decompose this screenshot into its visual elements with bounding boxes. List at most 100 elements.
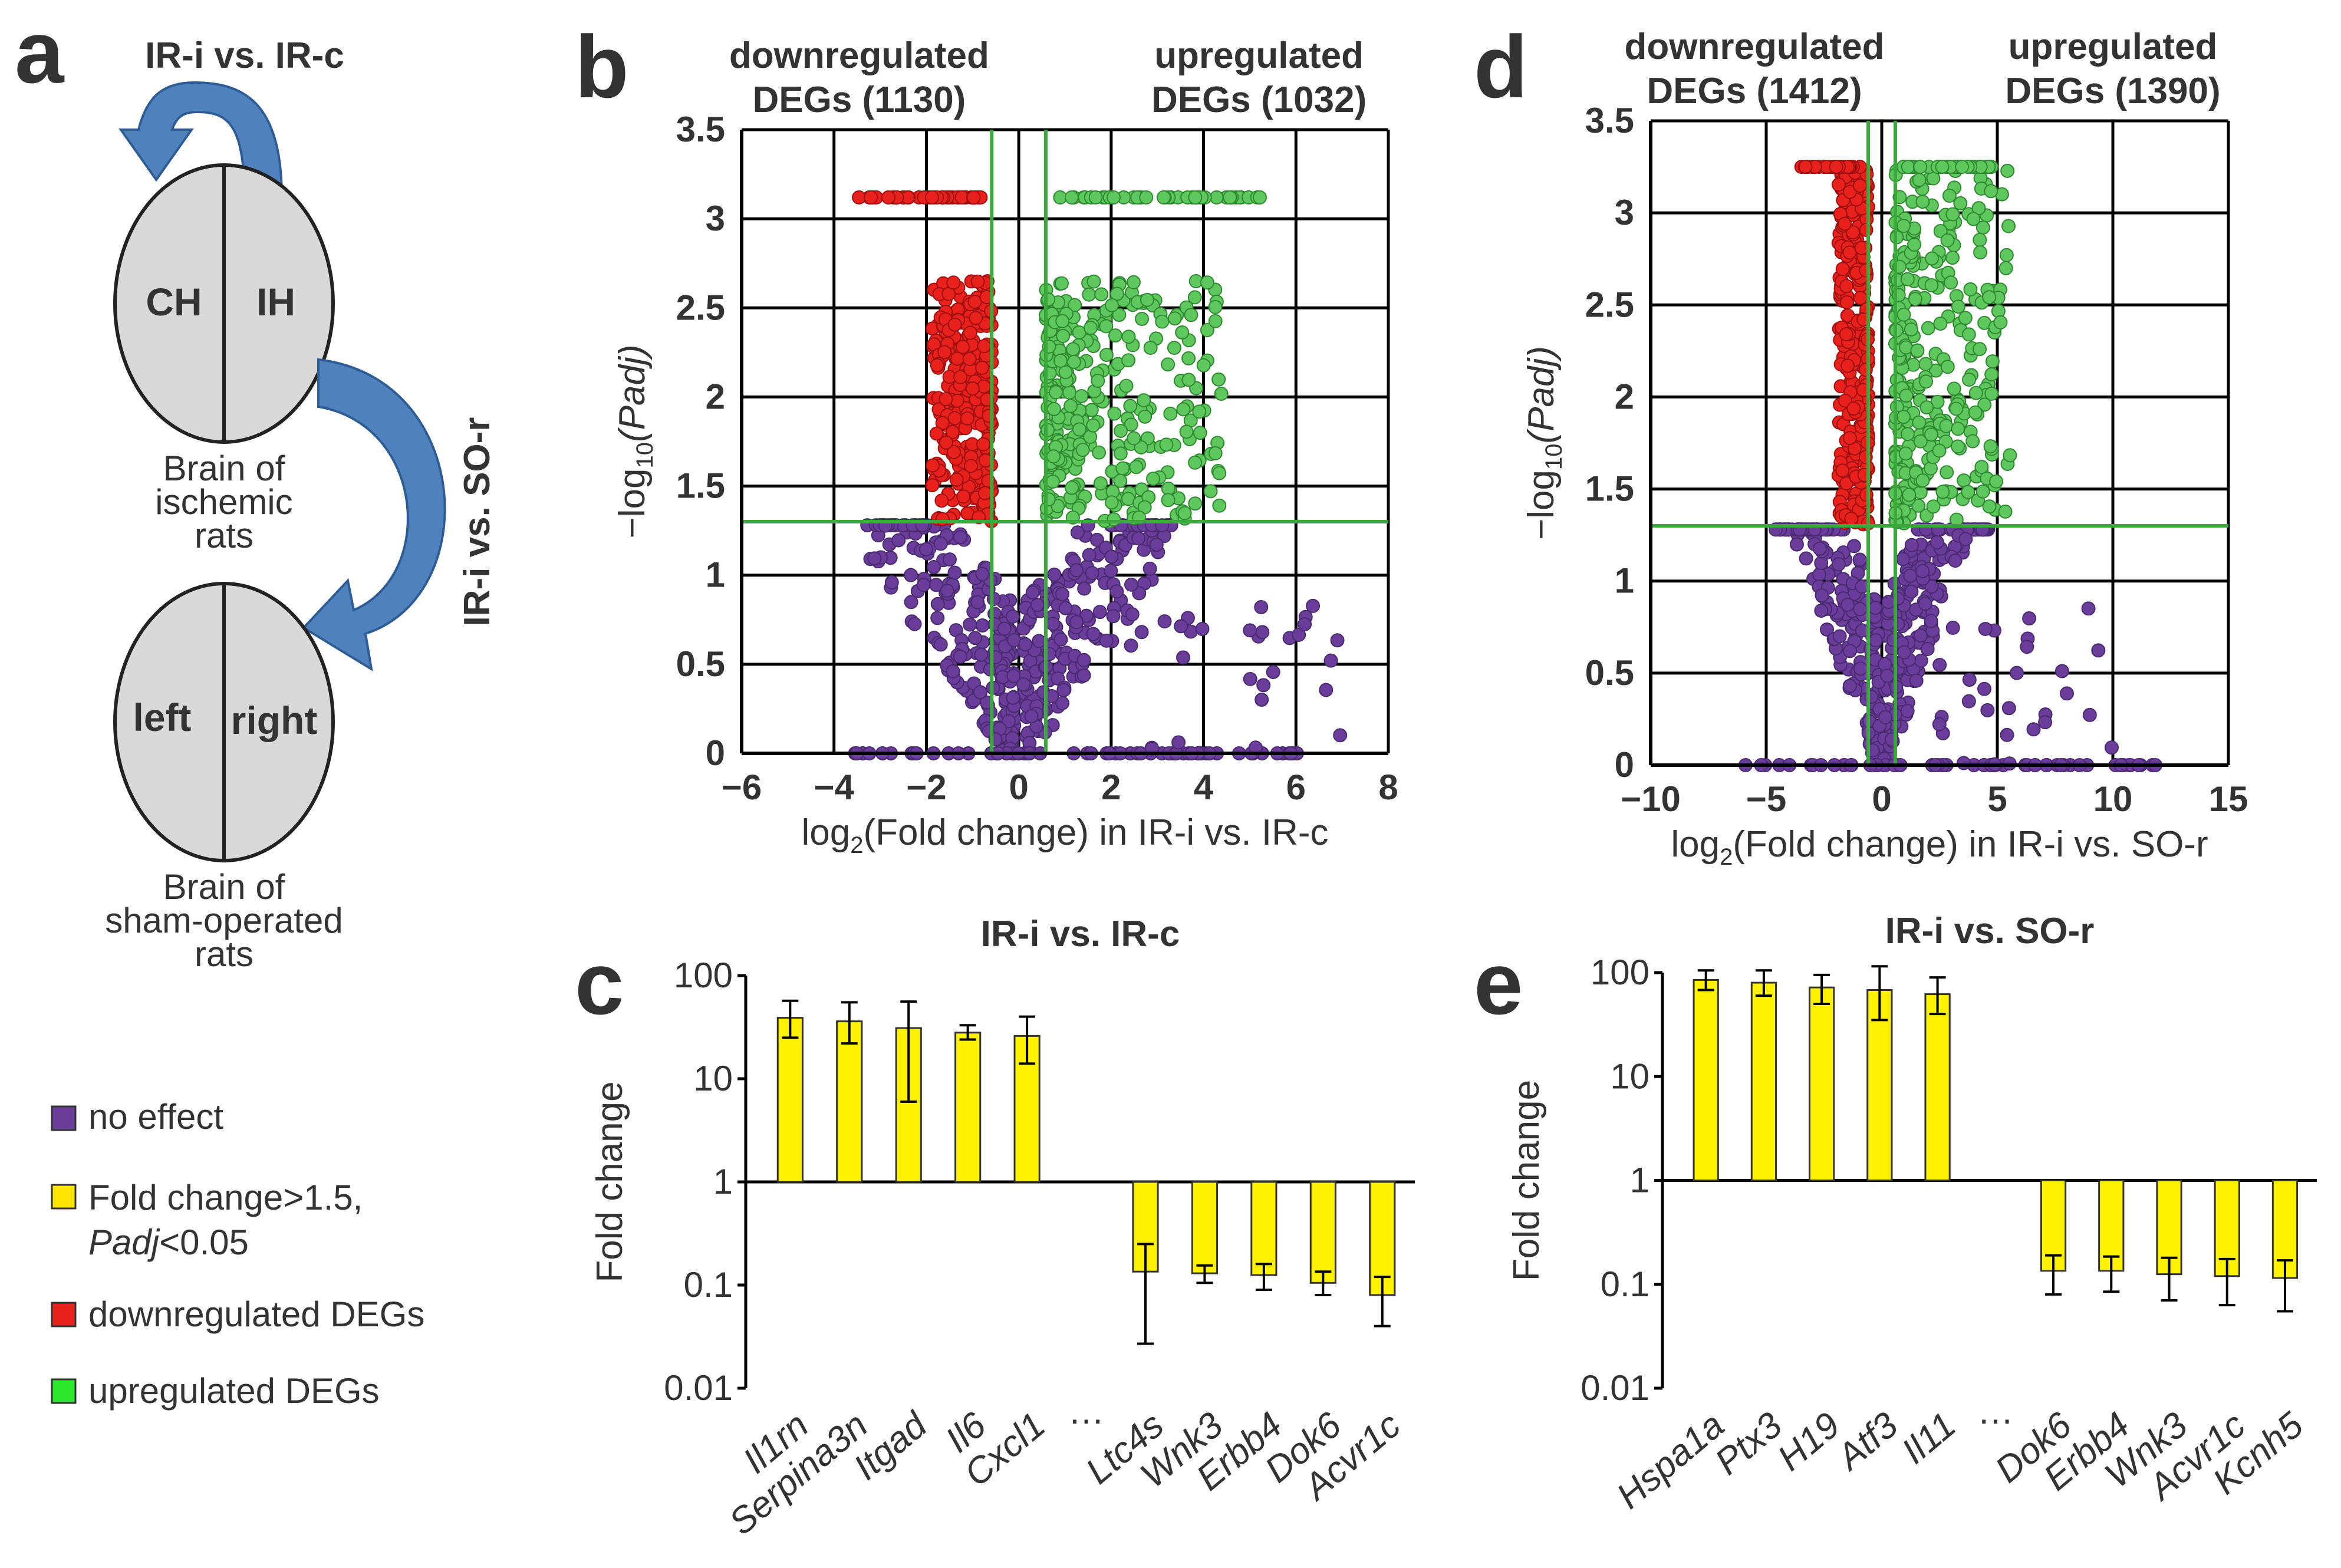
point-upregulated	[1064, 398, 1078, 413]
y-tick-label: 10	[693, 1059, 733, 1098]
point-no-effect	[918, 542, 933, 556]
point-upregulated	[1949, 401, 1964, 416]
point-upregulated	[1121, 353, 1136, 368]
point-downregulated	[1829, 160, 1843, 174]
point-upregulated	[1049, 385, 1064, 400]
point-no-effect	[1255, 625, 1270, 640]
point-no-effect	[1089, 532, 1104, 547]
point-downregulated	[1838, 216, 1852, 231]
bar	[954, 1032, 982, 1183]
point-upregulated	[1075, 443, 1090, 457]
point-downregulated	[1854, 241, 1869, 255]
point-downregulated	[1846, 401, 1861, 416]
point-no-effect	[1904, 538, 1919, 552]
y-tick-label: 0.01	[664, 1368, 733, 1408]
y-label-post: (Padj)	[1521, 346, 1562, 443]
point-upregulated	[1913, 485, 1928, 500]
bar	[1809, 986, 1835, 1181]
point-upregulated	[1958, 311, 1973, 325]
point-downregulated	[946, 444, 961, 459]
point-upregulated	[1113, 446, 1128, 461]
point-downregulated	[950, 351, 964, 366]
title-downregulated: downregulated	[1625, 27, 1885, 67]
point-upregulated	[1924, 427, 1938, 442]
point-no-effect	[1812, 541, 1827, 556]
point-no-effect	[947, 565, 962, 580]
point-upregulated	[1932, 443, 1947, 458]
chart-title: IR-i vs. SO-r	[1885, 911, 2095, 951]
point-downregulated	[1844, 511, 1859, 526]
y-tick-label: 2.5	[676, 288, 725, 327]
point-no-effect	[1069, 615, 1084, 630]
point-upregulated	[1904, 322, 1918, 337]
point-downregulated	[935, 416, 950, 430]
point-no-effect	[974, 647, 989, 662]
point-downregulated	[939, 392, 953, 407]
point-no-effect	[1948, 554, 1963, 568]
point-no-effect	[1840, 597, 1855, 612]
point-no-effect	[1868, 633, 1883, 648]
point-upregulated	[1184, 308, 1199, 322]
point-no-effect	[1319, 683, 1334, 697]
point-no-effect	[1001, 714, 1016, 729]
point-upregulated	[1910, 343, 1925, 358]
point-no-effect	[1847, 539, 1862, 554]
point-upregulated	[1188, 455, 1203, 470]
point-no-effect	[1961, 694, 1976, 709]
point-upregulated	[1064, 480, 1079, 495]
point-downregulated	[852, 190, 867, 205]
x-tick-label: 15	[2209, 779, 2248, 819]
point-upregulated	[1139, 190, 1154, 205]
point-upregulated	[1984, 184, 1998, 199]
point-upregulated	[1127, 431, 1141, 446]
point-upregulated	[1161, 493, 1176, 508]
point-upregulated	[1998, 504, 2013, 519]
bar	[1309, 1181, 1336, 1284]
y-tick-label: 0.1	[684, 1265, 733, 1305]
point-upregulated	[1945, 251, 1960, 265]
point-no-effect	[1914, 653, 1928, 668]
point-downregulated	[1846, 225, 1861, 240]
point-upregulated	[1998, 261, 2013, 275]
y-tick-label: 100	[1591, 953, 1649, 992]
point-upregulated	[1896, 410, 1911, 424]
point-no-effect	[1895, 552, 1910, 566]
point-downregulated	[1859, 487, 1874, 502]
point-no-effect	[2081, 601, 2096, 616]
point-downregulated	[1839, 279, 1854, 294]
point-no-effect	[1076, 653, 1091, 667]
point-no-effect	[1099, 633, 1114, 648]
point-upregulated	[1138, 409, 1153, 424]
point-downregulated	[934, 493, 949, 508]
point-upregulated	[1055, 314, 1070, 328]
point-upregulated	[1137, 393, 1151, 408]
panel-label-c: c	[575, 934, 624, 1033]
point-downregulated	[949, 472, 964, 487]
point-no-effect	[946, 664, 960, 678]
point-upregulated	[2003, 448, 2017, 463]
point-upregulated	[1993, 315, 2008, 330]
point-downregulated	[935, 512, 950, 526]
point-upregulated	[1968, 386, 1983, 400]
point-upregulated	[1942, 188, 1957, 203]
legend-swatch-down	[51, 1302, 77, 1327]
point-no-effect	[1918, 597, 1932, 611]
x-tick-label: 0	[1009, 767, 1028, 807]
point-downregulated	[926, 458, 940, 473]
point-downregulated	[967, 294, 982, 309]
point-no-effect	[916, 578, 931, 592]
point-upregulated	[1208, 299, 1223, 314]
x-tick-label: 10	[2093, 779, 2133, 819]
point-no-effect	[1124, 577, 1139, 592]
point-downregulated	[1835, 463, 1850, 478]
point-no-effect	[1932, 657, 1947, 672]
point-no-effect	[2000, 727, 2014, 742]
point-downregulated	[881, 190, 896, 205]
point-downregulated	[939, 435, 953, 450]
point-upregulated	[1913, 434, 1928, 449]
loop-arrow	[118, 81, 284, 205]
point-no-effect	[1243, 671, 1257, 686]
point-upregulated	[1055, 276, 1069, 291]
point-upregulated	[1066, 354, 1081, 369]
